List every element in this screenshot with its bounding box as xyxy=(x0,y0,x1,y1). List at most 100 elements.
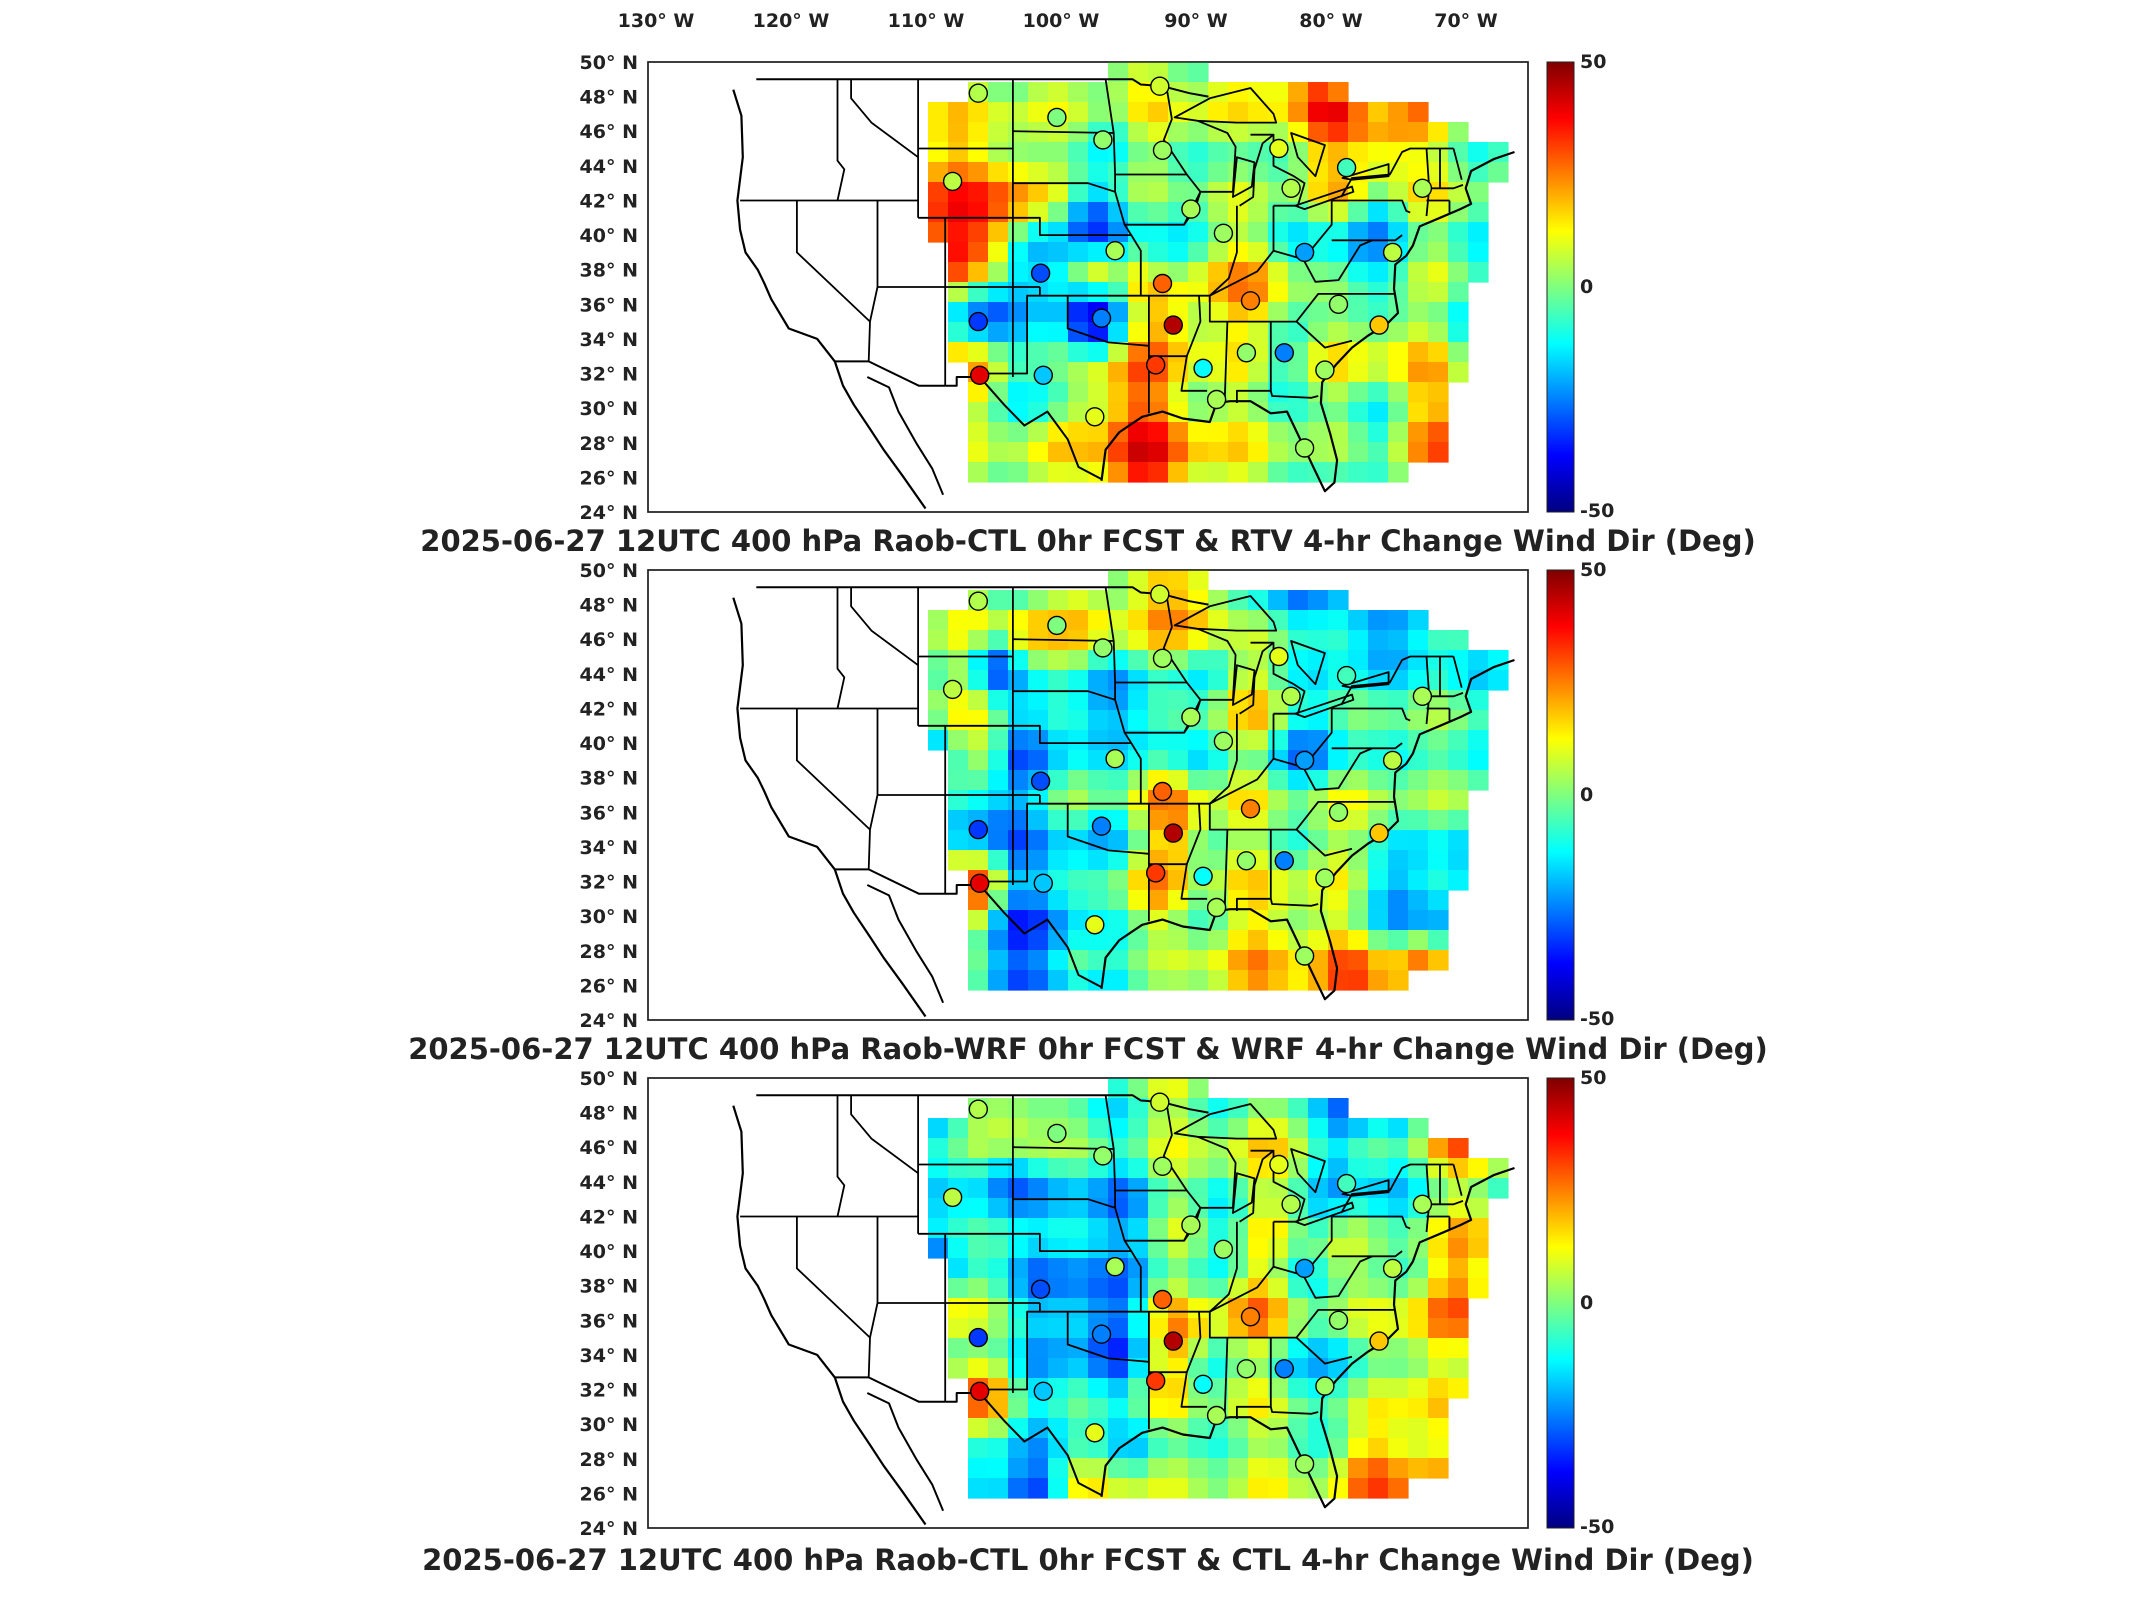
field-cell xyxy=(1288,890,1309,911)
field-cell xyxy=(1468,242,1489,263)
field-cell xyxy=(1108,362,1129,383)
field-cell xyxy=(1368,1198,1389,1219)
great-lake-shoreline xyxy=(1341,1179,1390,1197)
field-cell xyxy=(1448,770,1469,791)
field-cell xyxy=(1408,1458,1429,1479)
field-cell xyxy=(1128,610,1149,631)
field-cell xyxy=(1368,1118,1389,1139)
raob-station-marker xyxy=(1030,1279,1051,1299)
field-cell xyxy=(1188,122,1209,143)
field-cell xyxy=(1048,1378,1069,1399)
field-cell xyxy=(1088,1378,1109,1399)
field-cell xyxy=(1348,890,1369,911)
field-cell xyxy=(1328,442,1349,463)
field-cell xyxy=(1428,342,1449,363)
field-cell xyxy=(1428,1358,1449,1379)
field-cell xyxy=(1348,610,1369,631)
field-cell xyxy=(1388,1458,1409,1479)
field-cell xyxy=(948,850,969,871)
state-boundary xyxy=(1223,321,1229,402)
field-cell xyxy=(1088,590,1109,611)
field-cell xyxy=(1208,670,1229,691)
state-boundary xyxy=(1452,148,1463,180)
field-cell xyxy=(1068,102,1089,123)
panel-2: 50° N48° N46° N44° N42° N40° N38° N36° N… xyxy=(408,559,1768,1066)
field-cell xyxy=(1028,950,1049,971)
field-cell xyxy=(1328,1458,1349,1479)
field-cell xyxy=(948,1138,969,1159)
field-cell xyxy=(1328,322,1349,343)
mexico-border xyxy=(834,1376,1102,1496)
field-cell xyxy=(1168,1478,1189,1499)
raob-station-marker xyxy=(1382,750,1403,771)
field-cell xyxy=(1448,650,1469,671)
field-cell xyxy=(1168,242,1189,263)
field-cell xyxy=(1368,610,1389,631)
field-cell xyxy=(1048,750,1069,771)
field-cell xyxy=(1008,1418,1029,1439)
field-cell xyxy=(1128,382,1149,403)
field-cell xyxy=(948,322,969,343)
field-cell xyxy=(1408,142,1429,163)
field-cell xyxy=(1108,610,1129,631)
field-cell xyxy=(1268,930,1289,951)
field-cell xyxy=(1388,1118,1409,1139)
field-cell xyxy=(1308,182,1329,203)
field-cell xyxy=(1328,102,1349,123)
field-cell xyxy=(1008,242,1029,263)
mexico-border xyxy=(834,360,1102,480)
field-cell xyxy=(988,630,1009,651)
field-cell xyxy=(1028,242,1049,263)
field-cell xyxy=(1288,82,1309,103)
field-cell xyxy=(1008,690,1029,711)
field-cell xyxy=(1148,1338,1169,1359)
field-cell xyxy=(1368,970,1389,991)
field-cell xyxy=(988,182,1009,203)
field-cell xyxy=(1268,442,1289,463)
field-cell xyxy=(1108,1458,1129,1479)
state-boundary xyxy=(796,1216,871,1339)
raob-station-marker xyxy=(1315,1376,1335,1396)
field-cell xyxy=(968,1178,989,1199)
field-cell xyxy=(1268,1178,1289,1199)
field-cell xyxy=(1268,610,1289,631)
raob-station-marker xyxy=(1294,242,1315,263)
field-cell xyxy=(1328,1398,1349,1419)
field-cell xyxy=(1108,1478,1129,1499)
great-lake-shoreline xyxy=(1290,1148,1326,1194)
field-cell xyxy=(1428,162,1449,183)
field-cell xyxy=(1208,302,1229,323)
field-cell xyxy=(1388,1158,1409,1179)
field-cell xyxy=(1108,1378,1129,1399)
field-cell xyxy=(1148,182,1169,203)
field-cell xyxy=(1048,770,1069,791)
field-cell xyxy=(1328,1338,1349,1359)
lon-label-130w: 130° W xyxy=(618,10,695,32)
field-cell xyxy=(1428,1338,1449,1359)
colorbar: 50 0 -50 xyxy=(1546,559,1614,1030)
field-cell xyxy=(1108,1118,1129,1139)
field-cell xyxy=(1448,182,1469,203)
field-cell xyxy=(988,402,1009,423)
field-cell xyxy=(1028,1298,1049,1319)
field-cell xyxy=(1108,162,1129,183)
field-cell xyxy=(1388,890,1409,911)
field-cell xyxy=(1428,850,1449,871)
field-cell xyxy=(1048,1238,1069,1259)
field-cell xyxy=(1168,1278,1189,1299)
field-cell xyxy=(1168,382,1189,403)
field-cell xyxy=(1408,670,1429,691)
field-cell xyxy=(1208,162,1229,183)
field-cell xyxy=(988,730,1009,751)
field-cell xyxy=(1148,422,1169,443)
field-cell xyxy=(1108,1398,1129,1419)
gulf-of-california-coastline xyxy=(866,884,945,1004)
field-cell xyxy=(1128,1358,1149,1379)
field-cell xyxy=(1068,1458,1089,1479)
field-cell xyxy=(1368,1258,1389,1279)
field-cell xyxy=(1388,102,1409,123)
field-cell xyxy=(1388,322,1409,343)
field-cell xyxy=(1268,362,1289,383)
field-cell xyxy=(1068,362,1089,383)
colorbar-min-label: -50 xyxy=(1580,1008,1614,1030)
